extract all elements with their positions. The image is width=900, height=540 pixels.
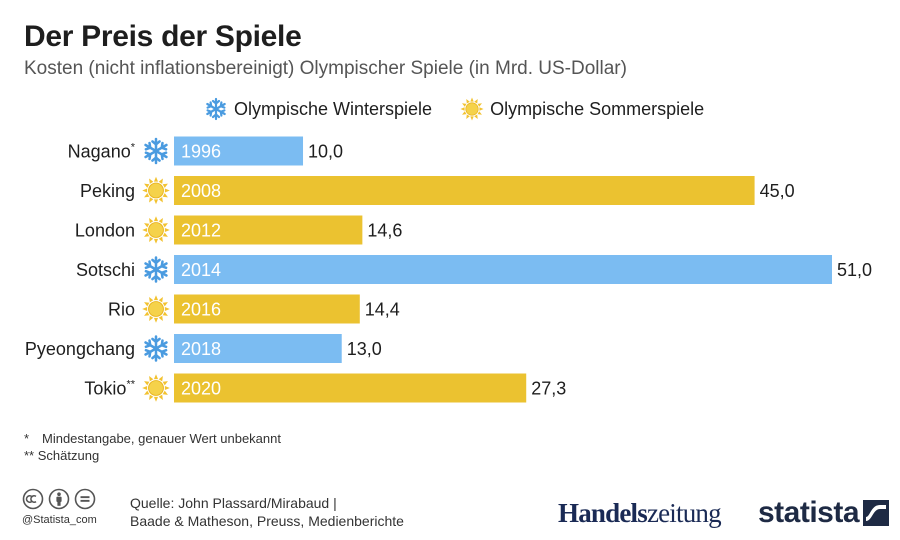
category-label: Tokio**: [84, 379, 135, 399]
category-label: Nagano*: [68, 142, 136, 162]
bar-value-label: 45,0: [760, 181, 795, 201]
footnote-mark: *: [131, 142, 136, 154]
license-icons: [22, 488, 96, 510]
bar-value-label: 14,6: [367, 221, 402, 241]
bar-year-label: 2008: [181, 181, 221, 201]
category-label: London: [75, 221, 135, 241]
sun-icon: [460, 97, 484, 121]
footnote-marker-1: *: [24, 431, 30, 446]
category-label: Sotschi: [76, 260, 135, 280]
bar-2018: [174, 334, 342, 363]
bar-year-label: 2020: [181, 379, 221, 399]
handelszeitung-logo: Handelszeitung: [558, 498, 722, 529]
snowflake-icon: [206, 97, 226, 121]
nd-icon: [74, 488, 96, 510]
footnote-2: ** Schätzung: [24, 447, 281, 464]
source-line-1: Quelle: John Plassard/Mirabaud |: [130, 495, 337, 511]
page-subtitle: Kosten (nicht inflationsbereinigt) Olymp…: [24, 58, 627, 79]
footnotes: * Mindestangabe, genauer Wert unbekannt *…: [24, 430, 281, 464]
bar-year-label: 2016: [181, 300, 221, 320]
footnote-marker-2: **: [24, 448, 35, 463]
bar-value-label: 51,0: [837, 260, 872, 280]
bar-2020: [174, 373, 527, 403]
bar-1996: [174, 136, 304, 166]
legend-label-winter: Olympische Winterspiele: [234, 98, 433, 119]
snowflake-icon: [144, 256, 168, 283]
source-credit: Quelle: John Plassard/Mirabaud | Baade &…: [130, 494, 430, 530]
bar-2012: [174, 215, 363, 245]
statista-wordmark: statista: [758, 496, 860, 529]
bar-value-label: 14,4: [365, 300, 400, 320]
category-label: Pyeongchang: [25, 339, 135, 359]
sun-icon: [142, 216, 170, 244]
statista-logo: statista: [758, 496, 890, 530]
statista-logo-icon: [863, 500, 890, 526]
sun-icon: [142, 374, 170, 402]
bar-2016: [174, 294, 360, 324]
legend-item-winter: Olympische Winterspiele: [204, 97, 432, 121]
bar-2014: [174, 255, 832, 284]
source-line-2: Baade & Matheson, Preuss, Medienberichte: [130, 513, 404, 529]
handelszeitung-logo-part-1: Handels: [558, 498, 648, 528]
legend-label-summer: Olympische Sommerspiele: [490, 98, 705, 119]
footnote-mark: **: [126, 379, 135, 391]
bar-year-label: 2018: [181, 339, 221, 359]
bar-year-label: 1996: [181, 142, 221, 162]
category-label: Rio: [108, 300, 135, 320]
sun-icon: [142, 295, 170, 323]
bar-year-label: 2012: [181, 221, 221, 241]
page-title: Der Preis der Spiele: [24, 20, 302, 53]
footnote-text-2: Schätzung: [37, 448, 100, 463]
footnote-1: * Mindestangabe, genauer Wert unbekannt: [24, 430, 281, 447]
bar-value-label: 10,0: [308, 142, 343, 162]
statista-handle: @Statista_com: [22, 514, 97, 526]
category-label: Peking: [80, 181, 135, 201]
bar-value-label: 13,0: [347, 339, 382, 359]
cc-icon: [22, 488, 44, 510]
footnote-text-1: Mindestangabe, genauer Wert unbekannt: [42, 431, 281, 446]
sun-icon: [142, 176, 170, 205]
snowflake-icon: [144, 335, 168, 362]
bar-2008: [174, 176, 755, 205]
legend-item-summer: Olympische Sommerspiele: [460, 97, 704, 121]
handelszeitung-logo-part-2: zeitung: [646, 498, 722, 528]
bar-year-label: 2014: [181, 260, 221, 280]
legend: Olympische Winterspiele: [204, 94, 704, 124]
by-icon: [48, 488, 70, 510]
bar-value-label: 27,3: [531, 379, 566, 399]
snowflake-icon: [144, 137, 168, 165]
